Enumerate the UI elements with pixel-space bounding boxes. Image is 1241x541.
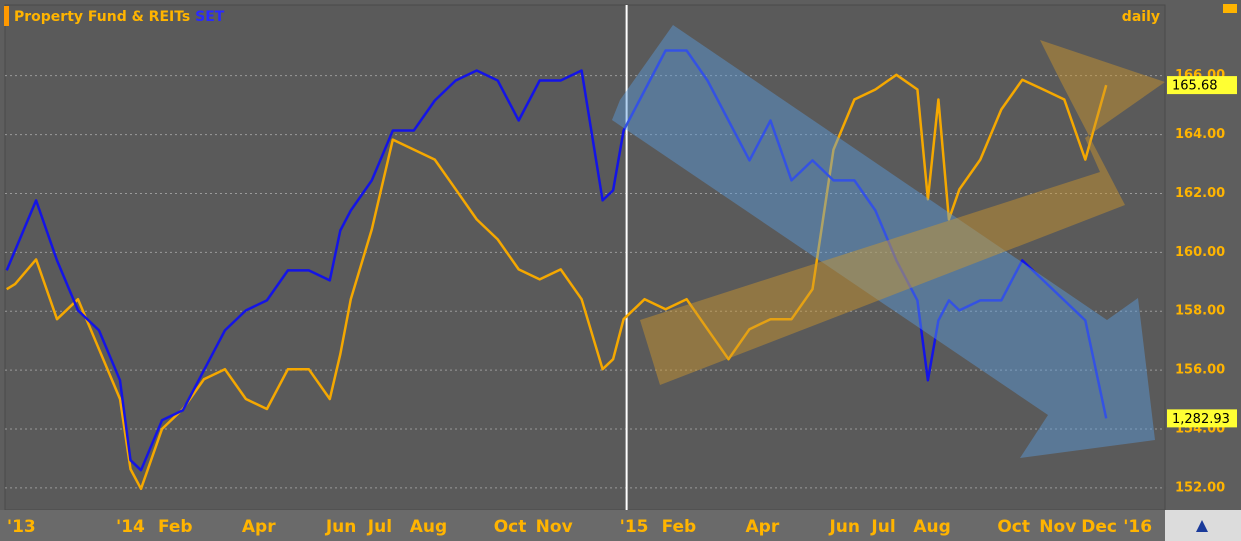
- x-tick-label: '13: [7, 517, 36, 537]
- title-main: Property Fund & REITs: [14, 9, 190, 25]
- frequency-label: daily: [1122, 9, 1160, 25]
- last-value-label: 1,282.93: [1172, 412, 1230, 427]
- last-value-label: 165.68: [1172, 79, 1218, 94]
- x-tick-label: '16: [1123, 517, 1152, 537]
- chart-title: Property Fund & REITs SET: [14, 9, 225, 25]
- corner-marker: [1223, 4, 1237, 13]
- x-tick-label: Nov: [536, 517, 573, 537]
- x-tick-label: Aug: [410, 517, 447, 537]
- corner-icon: [1196, 520, 1208, 532]
- x-tick-label: Oct: [494, 517, 527, 537]
- last-value-box: [1167, 409, 1237, 428]
- x-tick-label: Aug: [913, 517, 950, 537]
- y-tick-label: 158.00: [1175, 304, 1225, 319]
- plot: 152.00154.00156.00158.00160.00162.00164.…: [5, 5, 1225, 537]
- x-tick-label: Feb: [158, 517, 193, 537]
- series-line: [5, 49, 1108, 472]
- x-tick-label: Feb: [662, 517, 697, 537]
- y-tick-label: 164.00: [1175, 127, 1225, 142]
- y-tick-label: 160.00: [1175, 245, 1225, 260]
- title-suffix: SET: [195, 9, 225, 25]
- x-tick-label: Apr: [242, 517, 276, 537]
- x-tick-label: Jun: [325, 517, 357, 537]
- x-tick-label: Jun: [828, 517, 860, 537]
- series-line: [6, 73, 1108, 491]
- trend-arrow-down: [612, 25, 1155, 458]
- y-tick-label: 156.00: [1175, 363, 1225, 378]
- x-axis-strip: [0, 510, 1241, 541]
- x-tick-label: Nov: [1039, 517, 1076, 537]
- y-tick-label: 152.00: [1175, 480, 1225, 495]
- legend-marker: [4, 6, 9, 26]
- x-tick-label: Oct: [997, 517, 1030, 537]
- x-tick-label: Dec: [1081, 517, 1117, 537]
- y-tick-label: 162.00: [1175, 186, 1225, 201]
- x-tick-label: '15: [620, 517, 649, 537]
- x-tick-label: '14: [116, 517, 145, 537]
- trend-arrow-up: [640, 40, 1165, 385]
- x-tick-label: Jul: [367, 517, 392, 537]
- last-value-box: [1167, 76, 1237, 95]
- x-tick-label: Jul: [870, 517, 895, 537]
- x-tick-label: Apr: [746, 517, 780, 537]
